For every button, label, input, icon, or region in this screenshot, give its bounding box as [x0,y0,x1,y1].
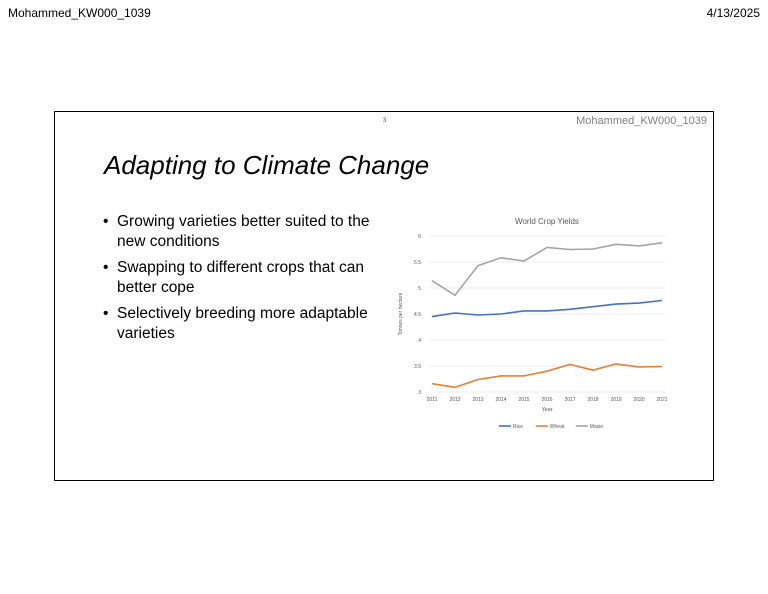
legend-label-maize: Maize [590,424,604,430]
series-line-maize [431,242,663,297]
bullet-list: • Growing varieties better suited to the … [103,212,393,350]
slide-footer: Mohammed_KW000_1039 [576,115,707,127]
bullet-text: Swapping to different crops that can bet… [117,259,365,296]
bullet-dot-icon: • [103,213,109,230]
bullet-item: • Swapping to different crops that can be… [103,258,393,298]
slide: 3 Mohammed_KW000_1039 Adapting to Climat… [54,111,714,481]
bullet-text: Selectively breeding more adaptable vari… [117,305,368,342]
x-tick-label: 2020 [633,397,644,403]
bullet-dot-icon: • [103,305,109,322]
legend-label-wheat: Wheat [550,424,565,430]
legend-label-rice: Rice [513,424,523,430]
x-axis-label: Year [541,407,552,413]
x-tick-label: 2015 [518,397,529,403]
x-tick-label: 2013 [472,397,483,403]
slide-number: 3 [383,118,387,124]
series-line-wheat [431,363,663,389]
bullet-item: • Selectively breeding more adaptable var… [103,304,393,344]
bullet-dot-icon: • [103,259,109,276]
y-tick-label: 4.5 [414,312,421,318]
y-tick-label: 4 [418,338,421,344]
y-axis-label: Tonnes per hectare [398,292,404,335]
x-tick-label: 2016 [541,397,552,403]
x-tick-label: 2021 [656,397,667,403]
y-tick-label: 3 [418,390,421,396]
page-header-left: Mohammed_KW000_1039 [8,6,151,20]
x-tick-label: 2014 [495,397,506,403]
y-tick-label: 6 [418,234,421,240]
series-line-rice [431,299,663,318]
world-crop-yields-chart: World Crop Yields 3 3.5 4 4.5 5 5.5 6 2011 2012 20… [398,217,668,430]
x-tick-label: 2017 [564,397,575,403]
y-tick-label: 3.5 [414,364,421,370]
bullet-text: Growing varieties better suited to the n… [117,213,370,250]
y-tick-label: 5.5 [414,260,421,266]
slide-title: Adapting to Climate Change [104,150,430,180]
bullet-item: • Growing varieties better suited to the … [103,212,393,252]
y-tick-label: 5 [418,286,421,292]
chart-title: World Crop Yields [515,217,579,226]
x-tick-label: 2019 [610,397,621,403]
page-header-date: 4/13/2025 [706,6,760,20]
x-tick-label: 2012 [449,397,460,403]
x-tick-label: 2011 [427,397,438,403]
x-tick-label: 2018 [587,397,598,403]
